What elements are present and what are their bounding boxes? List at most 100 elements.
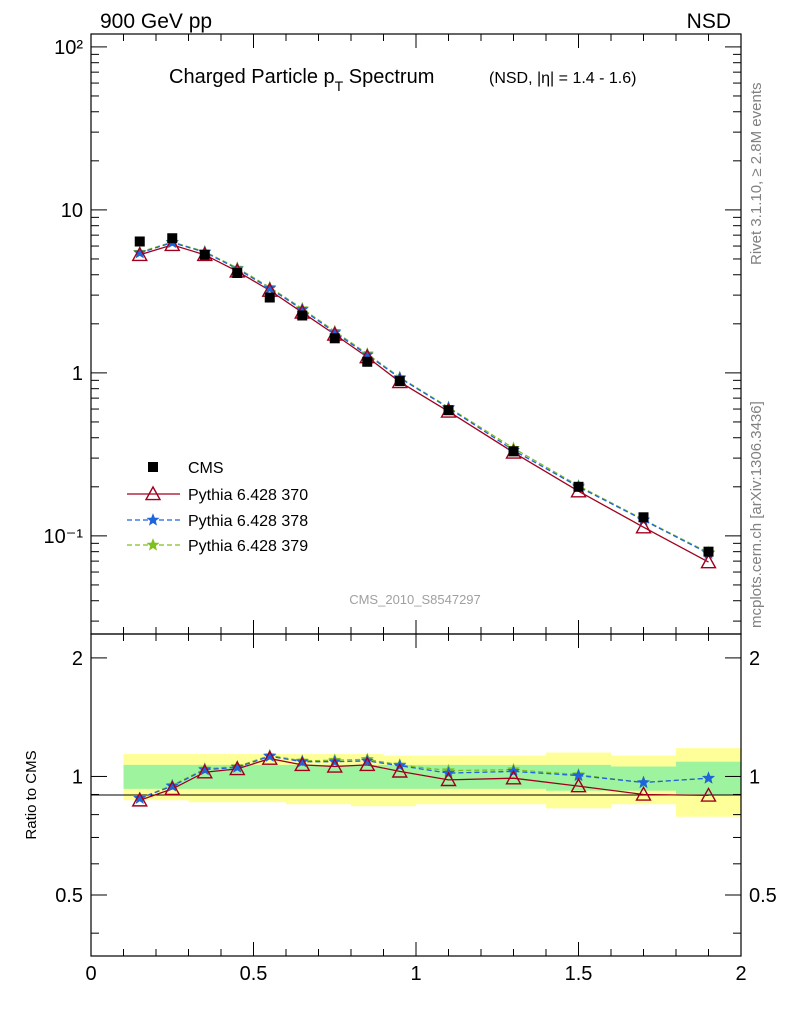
title-qualifier: (NSD, |η| = 1.4 - 1.6) [489,70,636,87]
ratio-axis-ticks: 0.5 0.5 1 1 2 2 0 0.5 1 1.5 2 [55,634,777,985]
ratio-data-point [164,780,181,796]
y-tick-label-ratio-left: 2 [72,648,83,670]
y-tick-label-ratio-left: 0.5 [55,885,83,907]
y-tick-label-main: 1 [72,363,83,385]
legend-label: CMS [188,460,224,477]
title-subscript: T [335,78,344,94]
legend-marker [148,462,158,472]
legend-label: Pythia 6.428 378 [188,513,308,530]
y-tick-label-main: 10² [54,37,83,59]
ratio-inner-band [481,764,546,789]
y-tick-label-main: 10 [61,200,83,222]
ratio-data-point [570,777,587,793]
legend-label: Pythia 6.428 379 [188,538,308,555]
main-data-point [297,310,308,321]
ratio-data-point [263,749,277,762]
header-left: 900 GeV pp [100,10,212,33]
ratio-data-point [198,762,212,776]
ratio-data-point [196,763,213,779]
ratio-data-point [165,779,179,792]
x-tick-label: 2 [735,963,746,985]
main-data-point [443,405,454,416]
main-data-point [703,546,714,557]
ratio-frame [90,633,742,957]
ratio-data-point [230,760,244,773]
main-data-point [700,553,717,569]
ratio-data-point [359,756,376,772]
ratio-data-point [294,756,311,772]
y-tick-label-ratio-right: 0.5 [749,885,777,907]
ratio-y-label: Ratio to CMS [23,750,40,839]
ratio-data-point [505,769,522,785]
x-tick-label: 0.5 [240,963,268,985]
ratio-inner-band [123,764,156,789]
ratio-inner-band [253,764,286,789]
side-text-lower: mcplots.cern.ch [arXiv:1306.3436] [748,401,765,628]
ratio-inner-band [318,764,351,789]
main-data-point [508,446,519,457]
ratio-series-line [139,757,709,801]
ratio-data-point [700,786,717,802]
main-data-point [133,246,147,259]
main-data-point [394,376,405,387]
main-data-point [134,236,145,247]
ratio-data-point [229,760,246,776]
ratio-inner-band [221,764,254,789]
legend-marker [146,538,160,551]
main-title: Charged Particle pT Spectrum [169,66,434,94]
ratio-data-point [440,771,457,787]
main-data-point [635,518,652,534]
ratio-data-point [328,754,342,768]
x-tick-label: 0 [85,963,96,985]
ratio-data-point [702,771,715,784]
ratio-data-point [391,762,408,778]
main-data-point [199,249,210,260]
ratio-data-point [131,791,148,807]
legend-marker [146,513,160,526]
ratio-inner-band [286,764,319,789]
y-tick-label-main: 10⁻¹ [44,526,84,548]
x-tick-label: 1 [410,963,421,985]
title-text: Charged Particle p [169,66,335,88]
main-data-point [329,333,340,344]
ratio-inner-band [351,764,384,789]
x-tick-label: 1.5 [565,963,593,985]
main-data-point [638,512,649,523]
ratio-data-point [295,754,309,768]
main-series-marks [131,233,717,569]
header-right: NSD [687,10,731,33]
main-data-point [167,233,178,244]
analysis-watermark: CMS_2010_S8547297 [349,592,481,607]
main-data-point [573,481,584,492]
y-tick-label-ratio-right: 2 [749,648,760,670]
main-data-point [264,292,275,303]
ratio-panel: 0.5 0.5 1 1 2 2 0 0.5 1 1.5 2 Ratio to CMS [23,633,777,985]
y-tick-label-ratio-right: 1 [749,766,760,788]
legend: CMS Pythia 6.428 370 Pythia 6.428 378 Pythi… [127,460,308,555]
ratio-data-point [133,791,147,804]
ratio-data-point [635,786,652,801]
title-tail: Spectrum [343,66,434,88]
legend-label: Pythia 6.428 370 [188,487,308,504]
ratio-series-marks [131,748,717,807]
main-data-point [232,268,243,279]
ratio-uncertainty-bands [123,748,741,817]
ratio-data-point [637,775,650,789]
main-data-point [362,356,373,367]
main-data-point [164,236,181,252]
ratio-data-point [326,758,343,773]
legend-marker [144,485,162,501]
ratio-series-line [139,755,709,799]
ratio-data-point [360,754,374,767]
main-data-point [131,246,148,262]
main-axis-ticks: 10² 10 1 10⁻¹ [44,34,742,634]
ratio-data-point [261,750,278,765]
ratio-inner-band [156,764,189,789]
side-text-upper: Rivet 3.1.10, ≥ 2.8M events [748,83,765,266]
y-tick-label-ratio-left: 1 [72,766,83,788]
main-series-line [139,241,709,555]
main-data-point [263,281,277,294]
ratio-inner-band [416,764,481,789]
